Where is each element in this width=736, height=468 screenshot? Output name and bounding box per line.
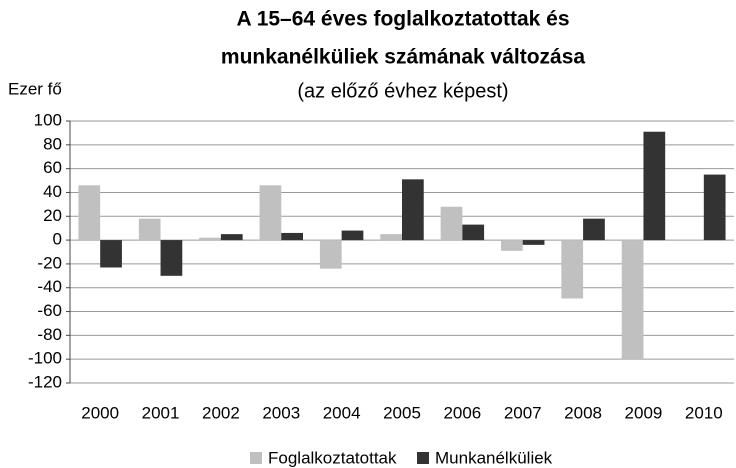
- x-tick-label: 2000: [81, 403, 119, 422]
- bar: [78, 185, 101, 241]
- y-tick-label: 0: [53, 230, 62, 249]
- bar: [621, 240, 644, 360]
- bar: [500, 240, 523, 251]
- y-axis-label: Ezer fő: [8, 79, 62, 98]
- x-tick-label: 2007: [504, 403, 542, 422]
- x-tick-label: 2010: [685, 403, 723, 422]
- bar: [440, 206, 463, 241]
- legend-label: Foglalkoztatottak: [268, 448, 397, 467]
- bar: [199, 237, 221, 241]
- y-tick-label: -40: [37, 277, 62, 296]
- legend-label: Munkanélküliek: [435, 448, 553, 467]
- x-tick-label: 2006: [443, 403, 481, 422]
- chart-title: munkanélküliek számának változása: [221, 46, 585, 69]
- y-tick-label: -20: [37, 253, 62, 272]
- legend-swatch: [417, 452, 429, 464]
- y-tick-label: -80: [37, 325, 62, 344]
- x-tick-label: 2008: [564, 403, 602, 422]
- bar: [259, 185, 282, 241]
- bar: [703, 174, 726, 241]
- bar: [160, 240, 183, 276]
- x-tick-label: 2003: [262, 403, 300, 422]
- bar: [583, 218, 605, 241]
- bar: [643, 131, 666, 241]
- bar: [462, 224, 485, 241]
- bar: [281, 232, 304, 241]
- y-tick-label: 40: [43, 182, 62, 201]
- x-tick-label: 2002: [202, 403, 240, 422]
- bar: [402, 179, 424, 241]
- bar: [341, 230, 364, 241]
- bar: [522, 240, 545, 245]
- x-tick-label: 2004: [323, 403, 361, 422]
- bar: [138, 218, 161, 241]
- bar: [319, 240, 342, 269]
- y-tick-label: 100: [34, 110, 62, 129]
- x-tick-label: 2005: [383, 403, 421, 422]
- bar: [561, 240, 584, 299]
- y-tick-label: 20: [43, 206, 62, 225]
- bar: [100, 240, 122, 268]
- y-tick-label: -60: [37, 301, 62, 320]
- y-tick-label: -100: [28, 349, 62, 368]
- chart-subtitle: (az előző évhez képest): [297, 80, 508, 102]
- chart-title: A 15–64 éves foglalkoztatottak és: [236, 8, 569, 31]
- bar: [220, 234, 243, 241]
- y-tick-label: -120: [28, 372, 62, 391]
- bar: [380, 234, 402, 241]
- x-tick-label: 2001: [142, 403, 180, 422]
- x-tick-label: 2009: [625, 403, 663, 422]
- legend-swatch: [250, 452, 262, 464]
- y-tick-label: 80: [43, 134, 62, 153]
- y-tick-label: 60: [43, 158, 62, 177]
